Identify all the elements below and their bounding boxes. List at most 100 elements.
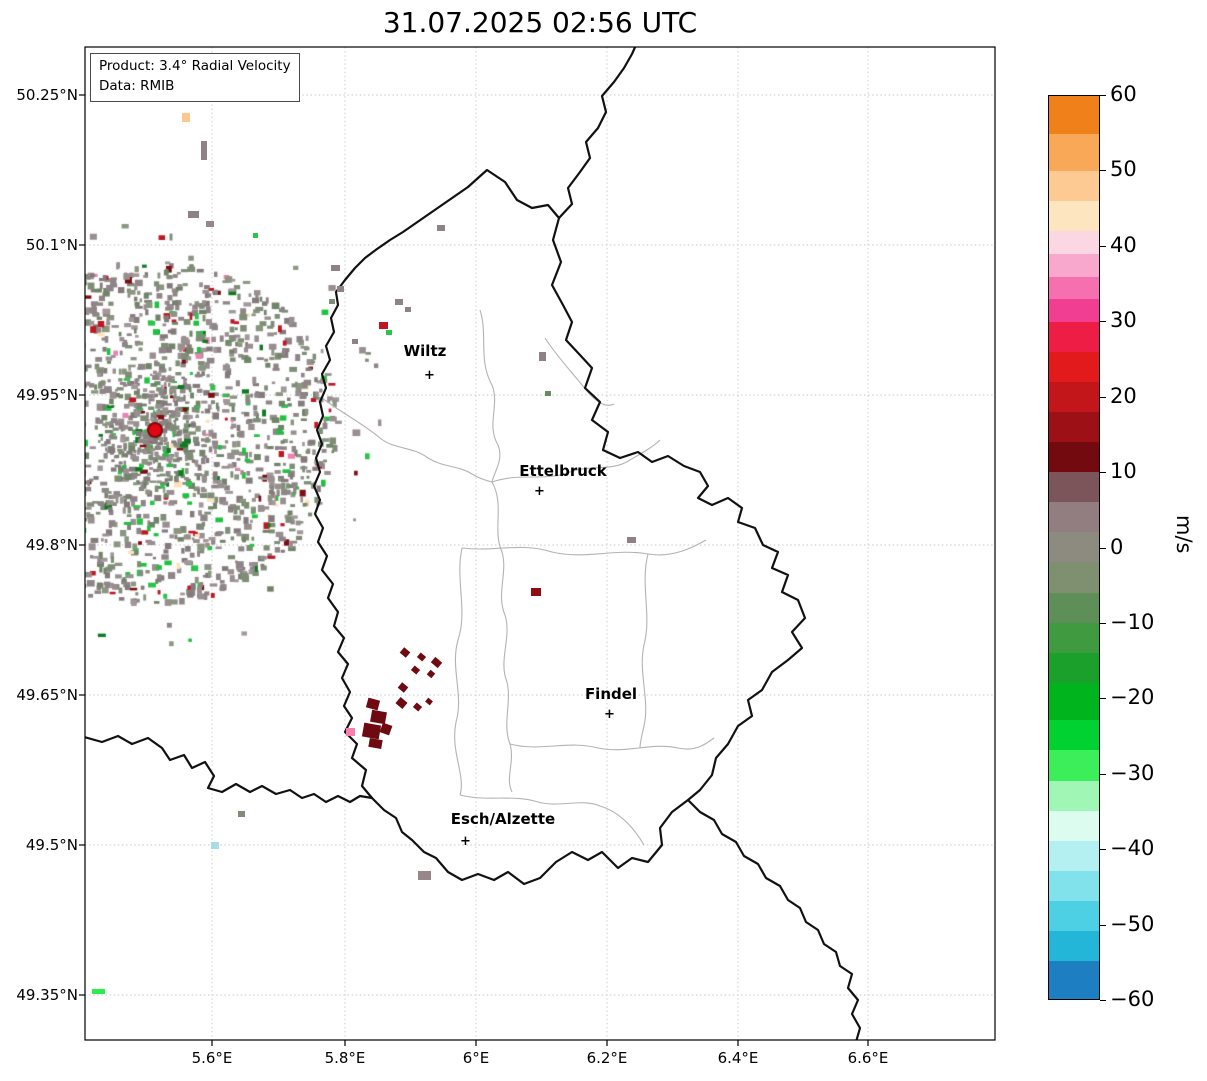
product-info-line2: Data: RMIB [99,77,175,94]
colorbar-segment [1049,299,1099,322]
y-tick-label: 50.25°N [16,86,78,104]
colorbar-segment [1049,720,1099,751]
france-belgium-border [85,734,374,804]
france-germany-border [686,798,862,1040]
y-tick-label: 49.35°N [16,986,78,1004]
y-tick-label: 49.65°N [16,686,78,704]
echo-patch [352,339,358,344]
colorbar-tick-mark [1100,849,1106,851]
colorbar-tick-mark [1100,773,1106,775]
x-tick-label: 6.2°E [586,1049,628,1067]
colorbar-segment [1049,780,1099,811]
echo-patch [545,391,551,396]
echo-patch [370,709,387,725]
echo-patch [539,352,546,361]
luxembourg-border [312,168,807,886]
colorbar-tick-label: 0 [1110,534,1124,559]
canton-border-line [454,547,463,796]
y-tick-label: 49.5°N [25,836,78,854]
y-tick-label: 49.8°N [25,536,78,554]
echo-patch [418,871,431,880]
colorbar-tick-mark [1100,170,1106,172]
city-marker-icon: + [604,707,615,722]
colorbar-segment [1049,253,1099,277]
echo-patch [188,211,199,218]
colorbar-segment [1049,381,1099,412]
colorbar-segment [1049,201,1099,232]
echo-patch [405,307,411,312]
colorbar-segment [1049,900,1099,932]
colorbar-tick-label: 60 [1110,82,1137,106]
colorbar-tick-label: 50 [1110,157,1137,182]
colorbar-segment [1049,171,1099,202]
colorbar-segment [1049,810,1099,841]
colorbar-segment [1049,622,1099,653]
echo-patch [329,299,335,304]
echo-patch [395,299,403,305]
city-marker-icon: + [460,834,471,849]
colorbar-segment [1049,592,1099,623]
echo-patch [346,728,355,736]
colorbar-tick-label: −50 [1110,911,1155,936]
echo-patch [379,322,388,329]
colorbar-tick-label: 40 [1110,232,1137,257]
colorbar-segment [1049,321,1099,352]
colorbar-tick-mark [1100,95,1106,96]
canton-border-line [461,539,707,556]
colorbar-segment [1049,442,1099,473]
city-label: Wiltz [403,342,447,360]
echo-patch [627,537,636,543]
colorbar-segment [1049,652,1099,683]
y-tick-label: 49.95°N [16,386,78,404]
colorbar-segment [1049,682,1099,721]
city-marker-icon: + [424,368,435,383]
colorbar-tick-label: 20 [1110,383,1137,408]
colorbar-segment [1049,502,1099,533]
country-borders [85,47,862,1040]
colorbar-tick-label: −60 [1110,987,1155,1011]
y-tick-label: 50.1°N [25,236,78,254]
colorbar-tick-label: 30 [1110,308,1137,333]
colorbar-tick-mark [1100,924,1106,926]
canton-border-line [491,439,661,483]
echo-patch [238,811,245,817]
echo-patch [361,722,382,740]
colorbar-segment [1049,96,1099,134]
colorbar-segment [1049,472,1099,503]
echo-patch [211,842,219,849]
colorbar-segment [1049,562,1099,593]
colorbar-tick-mark [1100,472,1106,474]
colorbar-tick-label: −40 [1110,836,1155,861]
canton-border-line [321,397,493,483]
radar-clutter-canvas [85,47,995,1040]
colorbar-segment [1049,870,1099,901]
echo-patch [437,225,445,231]
colorbar-unit-label: m/s [1172,515,1196,554]
product-info-box: Product: 3.4° Radial Velocity Data: RMIB [90,53,300,103]
x-tick-label: 6.4°E [717,1049,759,1067]
plot-frame [84,46,996,1041]
colorbar-tick-label: −20 [1110,685,1155,710]
colorbar-segment [1049,411,1099,443]
echo-patch [201,141,207,160]
echo-patch [182,113,190,122]
colorbar-segment [1049,961,1099,999]
colorbar-tick-label: −30 [1110,760,1155,785]
city-label: Ettelbruck [519,462,607,480]
city-label: Esch/Alzette [450,810,556,828]
canton-border-line [509,737,715,751]
x-tick-label: 5.6°E [191,1049,233,1067]
colorbar-tick-mark [1100,622,1106,624]
colorbar-segment [1049,750,1099,781]
colorbar-tick-mark [1100,245,1106,247]
colorbar-tick-mark [1100,321,1106,323]
city-marker-icon: + [534,484,545,499]
belgium-germany-border [557,47,637,220]
colorbar-tick-label: 10 [1110,459,1137,484]
echo-patch [531,588,541,596]
colorbar-tick-mark [1100,547,1106,549]
colorbar-segment [1049,532,1099,563]
echo-patch [386,330,392,335]
